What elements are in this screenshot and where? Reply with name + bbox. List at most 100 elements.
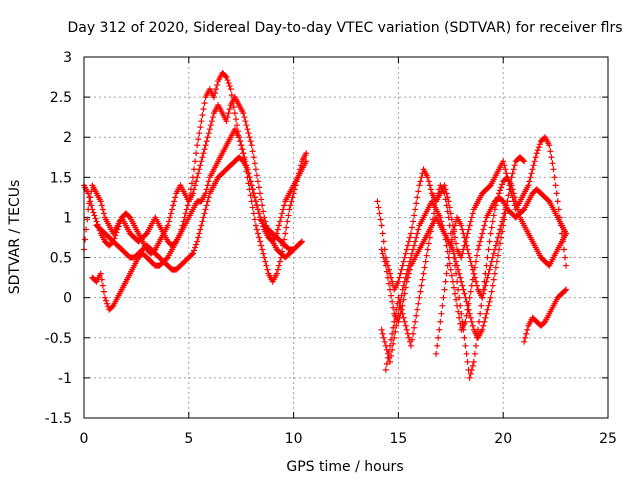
data-point [244,166,251,173]
data-point [402,284,409,291]
data-point [497,226,504,233]
data-point [256,210,263,217]
data-point [387,358,394,365]
data-point [199,112,206,119]
data-point [109,303,116,310]
data-point [241,154,248,161]
data-point [275,222,282,229]
data-point [253,172,260,179]
y-axis-ticks: -1.5 -1 -0.5 0 0.5 1 1.5 2 2.5 3 [45,50,608,427]
data-point [413,312,420,319]
data-point [468,214,475,221]
data-point [470,358,477,365]
data-point [385,280,392,287]
data-point [228,92,235,99]
data-point [499,218,506,225]
data-point [472,278,479,285]
data-point [100,288,107,295]
data-point [510,190,517,197]
data-point [484,274,491,281]
data-point [489,218,496,225]
data-point [415,226,422,233]
data-point [462,238,469,245]
data-point [378,246,385,253]
data-point [560,246,567,253]
data-point [405,270,412,277]
data-point [464,358,471,365]
data-point [477,310,484,317]
data-point [236,134,243,141]
data-point [463,298,470,305]
data-point [479,230,486,237]
data-point [288,198,295,205]
data-point [451,222,458,229]
data-point [511,194,518,201]
data-point [480,290,487,297]
data-point [410,246,417,253]
y-tick-label: 3 [63,50,72,66]
data-point [254,178,261,185]
data-point [278,214,285,221]
data-point [415,188,422,195]
data-point [113,229,120,236]
data-point [203,138,210,145]
data-point [424,174,431,181]
data-point [198,158,205,165]
data-point [521,338,528,345]
data-point [194,174,201,181]
data-point [252,166,259,173]
data-point [199,218,206,225]
data-point [200,106,207,113]
data-point [461,234,468,241]
data-point [223,118,230,125]
data-point [450,250,457,257]
x-tick-label: 0 [80,431,89,447]
data-point [437,318,444,325]
data-point [503,202,510,209]
data-point [467,218,474,225]
data-point [445,254,452,261]
data-point [248,182,255,189]
data-point [480,226,487,233]
data-point [387,342,394,349]
data-point [482,282,489,289]
data-point [467,314,474,321]
data-point [381,258,388,265]
data-point [531,158,538,165]
data-point [117,217,124,224]
data-point [466,374,473,381]
data-point [244,126,251,133]
data-point [246,174,253,181]
data-point [205,130,212,137]
data-point [474,282,480,289]
data-point [551,174,558,181]
data-point [533,150,540,157]
data-point [448,236,455,243]
data-point [204,182,211,189]
data-track-8 [433,198,511,357]
data-point [399,302,406,309]
data-point [404,274,411,281]
data-point [207,122,214,129]
data-point [250,190,257,197]
data-point [523,330,530,337]
data-point [480,322,487,329]
data-point [92,215,99,222]
data-point [192,158,199,165]
data-point [509,170,516,177]
data-point [446,248,453,255]
data-point [387,286,394,293]
data-point [456,314,463,321]
data-point [298,238,305,245]
y-tick-label: -0.5 [45,331,72,347]
data-point [467,288,474,295]
data-point [247,178,254,185]
data-point [257,190,264,197]
data-point [424,246,431,253]
data-point [392,328,399,335]
data-point [451,234,458,241]
data-point [189,190,196,197]
data-point [409,336,416,343]
data-point [447,242,454,249]
data-point [189,250,196,257]
